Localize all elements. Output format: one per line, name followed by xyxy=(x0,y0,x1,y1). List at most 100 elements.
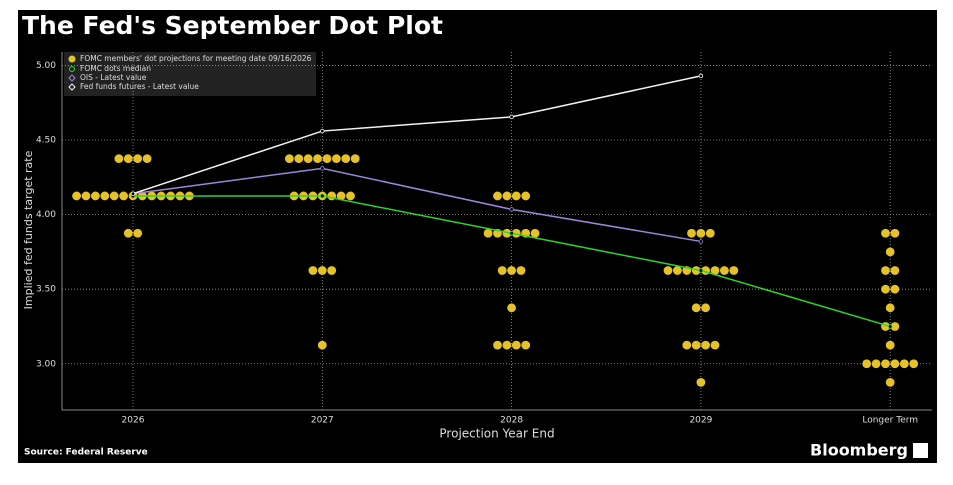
dot xyxy=(317,266,327,275)
dot xyxy=(663,266,673,275)
x-tick-label: 2027 xyxy=(311,416,334,426)
y-tick-label: 4.00 xyxy=(36,210,56,220)
dot xyxy=(530,228,540,238)
dot xyxy=(511,340,521,350)
y-tick-label: 3.50 xyxy=(36,285,56,295)
dot xyxy=(881,284,890,294)
dot xyxy=(871,359,881,369)
legend-label: Fed funds futures - Latest value xyxy=(80,82,199,91)
dot xyxy=(885,340,895,350)
x-tick-label: 2026 xyxy=(122,416,145,426)
dot xyxy=(493,340,502,350)
dot xyxy=(109,191,119,201)
y-axis-label: Implied fed funds target rate xyxy=(22,150,35,309)
dot xyxy=(133,154,143,164)
dot xyxy=(890,266,900,275)
dot xyxy=(346,191,355,201)
dot xyxy=(133,228,143,238)
dot xyxy=(502,191,512,201)
dot xyxy=(729,266,739,275)
dot xyxy=(497,266,507,275)
dot xyxy=(313,154,322,164)
dot xyxy=(890,322,900,331)
dot xyxy=(673,266,682,275)
dot xyxy=(142,154,152,164)
line-point xyxy=(320,128,325,134)
dot xyxy=(123,228,133,238)
dot xyxy=(710,340,720,350)
x-axis-label: Projection Year End xyxy=(439,427,554,441)
dot xyxy=(507,266,516,275)
dot xyxy=(483,228,493,238)
dot xyxy=(885,378,895,387)
dot xyxy=(691,340,701,350)
legend-marker xyxy=(68,55,76,63)
dot xyxy=(72,191,81,201)
dot xyxy=(511,228,521,238)
dot xyxy=(881,359,890,369)
legend-marker xyxy=(68,83,76,91)
chart-title: The Fed's September Dot Plot xyxy=(22,11,443,40)
x-tick-label: 2029 xyxy=(689,416,712,426)
dot xyxy=(327,266,337,275)
dot xyxy=(885,303,895,313)
dot xyxy=(881,228,890,238)
dot xyxy=(123,154,133,164)
x-tick-label: Longer Term xyxy=(862,416,918,426)
legend-label: FOMC dots median xyxy=(80,64,151,73)
dot xyxy=(303,154,313,164)
dot xyxy=(691,266,701,275)
dot xyxy=(691,303,701,313)
line-point xyxy=(509,114,514,120)
dot xyxy=(516,266,526,275)
dot xyxy=(862,359,872,369)
dot xyxy=(114,154,124,164)
dot xyxy=(701,340,710,350)
dot xyxy=(119,191,128,201)
dot xyxy=(720,266,729,275)
line-point xyxy=(888,324,893,329)
dot xyxy=(521,191,531,201)
legend-box xyxy=(64,52,316,96)
dot xyxy=(332,154,341,164)
dot xyxy=(890,359,900,369)
dot xyxy=(899,359,909,369)
dot xyxy=(710,266,720,275)
line-point xyxy=(130,191,136,196)
line-point xyxy=(320,193,325,199)
x-tick-label: 2028 xyxy=(500,416,523,426)
legend-marker xyxy=(69,66,75,72)
dot xyxy=(322,154,332,164)
dot xyxy=(81,191,91,201)
source: Source: Federal Reserve xyxy=(24,448,148,458)
dot xyxy=(350,154,360,164)
dot xyxy=(687,228,696,238)
y-tick-label: 4.50 xyxy=(36,136,56,146)
dot xyxy=(294,154,304,164)
legend-label: OIS - Latest value xyxy=(80,73,147,82)
dot xyxy=(336,191,346,201)
dot xyxy=(502,340,512,350)
line-point xyxy=(698,239,704,244)
dot xyxy=(308,266,318,275)
dot xyxy=(521,340,531,350)
series-line xyxy=(132,75,702,195)
dot xyxy=(317,340,327,350)
dot xyxy=(507,303,516,313)
dot xyxy=(890,284,900,294)
dot xyxy=(890,228,900,238)
dot xyxy=(285,154,294,164)
dot xyxy=(511,191,521,201)
dot xyxy=(341,154,351,164)
dot xyxy=(100,191,110,201)
line-point xyxy=(698,268,704,273)
legend-label: FOMC members' dot projections for meetin… xyxy=(80,54,312,63)
dot xyxy=(91,191,100,201)
dot xyxy=(493,191,502,201)
y-tick-label: 3.00 xyxy=(36,359,56,369)
brand-icon xyxy=(913,443,928,458)
dot xyxy=(885,247,895,257)
dot xyxy=(696,228,706,238)
dot xyxy=(696,378,706,387)
